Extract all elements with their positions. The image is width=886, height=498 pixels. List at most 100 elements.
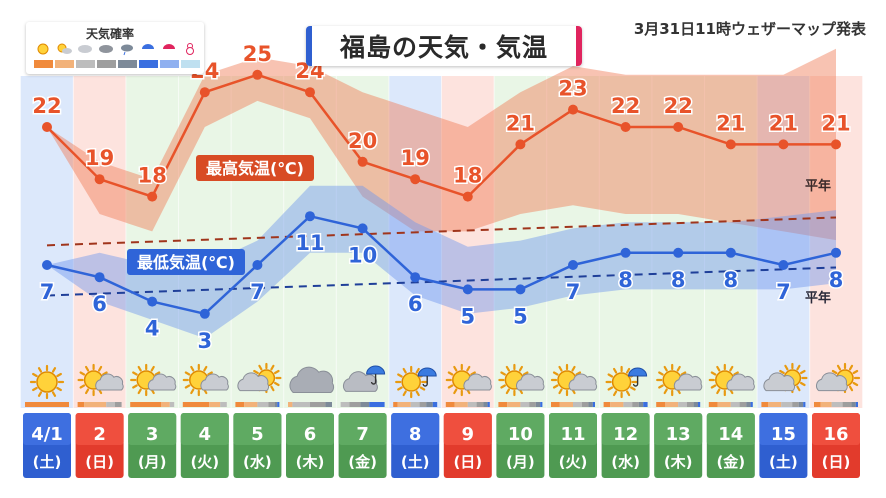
day-date-label: 13 — [666, 424, 691, 445]
day-date-label: 3 — [146, 424, 159, 445]
legend-umbrella-icon — [163, 44, 175, 49]
high-temp-value-label: 21 — [506, 111, 535, 135]
sun-ray — [612, 390, 618, 397]
cloud-shape — [568, 373, 598, 391]
sun-ray — [500, 384, 506, 389]
sun-disc — [401, 372, 421, 392]
day-date-label: 15 — [771, 424, 796, 445]
legend-color-swatch — [76, 60, 95, 68]
high-temp-point — [42, 122, 52, 132]
weather-prob-segment — [855, 402, 858, 407]
low-temp-point — [42, 260, 52, 270]
sun-ray — [630, 386, 636, 391]
day-date-label: 16 — [823, 424, 848, 445]
day-weekday-label: (木) — [296, 453, 325, 471]
cloud-shape — [342, 371, 378, 392]
sun-ray — [663, 365, 668, 372]
high-normal-line — [46, 216, 837, 247]
day-weekday-label: (土) — [33, 453, 62, 471]
low-temp-value-label: 6 — [408, 292, 423, 316]
weather-prob-segment — [292, 402, 310, 407]
sun-ray — [716, 388, 721, 395]
weather-prob-segment — [130, 402, 161, 407]
day-column-bg — [441, 76, 495, 408]
day-column-bg — [336, 76, 389, 408]
weather-prob-segment — [831, 402, 843, 407]
weather-prob-segment — [750, 402, 753, 407]
sun-ray — [137, 388, 142, 395]
legend-color-swatch — [181, 60, 200, 68]
sun-ray — [848, 385, 854, 392]
high-temp-point — [252, 69, 263, 80]
weather-prob-segment — [244, 402, 258, 407]
sun-ray — [710, 371, 717, 376]
low-temp-legend-label: 最低気温(℃) — [137, 253, 235, 272]
weather-prob-segment — [507, 402, 521, 407]
umbrella-canopy — [417, 367, 437, 377]
day-date-label: 4 — [199, 424, 212, 445]
low-temp-value-label: 11 — [295, 231, 324, 255]
umbrella-handle — [370, 374, 377, 385]
weather-prob-segment — [632, 402, 639, 407]
low-temp-legend-box — [127, 249, 245, 275]
weather-prob-segment — [182, 402, 210, 407]
high-temp-point — [725, 139, 736, 150]
legend-color-swatch — [160, 60, 179, 68]
low-temp-point — [252, 260, 263, 270]
weather-prob-segment — [573, 402, 582, 407]
day-weekday-label: (日) — [822, 453, 851, 471]
chart-title: 福島の天気・気温 — [339, 33, 548, 62]
sun-ray — [625, 390, 631, 397]
sun-ray — [836, 364, 842, 371]
cloud-shape — [200, 373, 229, 391]
sun-ray — [397, 386, 403, 391]
high-temp-value-label: 19 — [401, 146, 430, 170]
sun-ray — [419, 386, 426, 391]
cloud-shape — [78, 45, 92, 53]
low-temp-value-label: 8 — [829, 268, 844, 292]
weather-prob-segment — [708, 402, 718, 407]
weather-prob-segment — [84, 402, 107, 407]
weather-prob-segment — [761, 402, 768, 407]
day-date-label: 6 — [304, 424, 317, 445]
weather-prob-segment — [665, 402, 679, 407]
sun-ray — [37, 367, 43, 373]
day-cell-top — [706, 413, 755, 445]
sun-ray — [848, 364, 854, 371]
day-cell-top — [601, 413, 650, 445]
day-cell-top — [286, 413, 334, 445]
low-temp-value-label: 5 — [513, 304, 528, 328]
legend-title: 天気確率 — [86, 27, 135, 41]
weather-prob-segment — [340, 402, 350, 407]
weather-prob-segment — [730, 402, 740, 407]
legend-cloud-icon — [78, 45, 92, 53]
sun-ray — [203, 365, 208, 372]
low-temp-value-label: 8 — [671, 268, 686, 292]
high-temp-value-label: 22 — [32, 94, 61, 118]
high-temp-line — [46, 73, 836, 199]
low-temp-value-label: 7 — [250, 280, 265, 304]
sun-ray — [658, 384, 664, 389]
high-temp-point — [305, 87, 315, 98]
day-column-bg — [178, 76, 232, 408]
sun-ray — [273, 369, 280, 375]
day-cell-top — [549, 413, 597, 445]
sun-cloud-icon — [550, 363, 598, 397]
weather-prob-segment — [520, 402, 530, 407]
sun-ray — [558, 388, 563, 395]
sun-ray — [607, 386, 614, 391]
issued-timestamp: 3月31日11時ウェザーマップ発表 — [633, 20, 866, 38]
weather-probability-legend: 天気確率 — [26, 22, 204, 74]
legend-cloud-icon — [99, 45, 113, 53]
sun-ray — [402, 367, 407, 374]
rain-drop — [123, 51, 126, 56]
weather-prob-segment — [559, 402, 573, 407]
weather-prob-segment — [349, 402, 361, 407]
weather-prob-segment — [693, 402, 698, 407]
sun-cloud-icon — [656, 363, 703, 397]
weather-prob-segment — [77, 402, 85, 407]
high-temp-point — [778, 139, 789, 150]
low-temp-value-label: 3 — [197, 329, 212, 353]
sun-ray — [500, 371, 506, 376]
day-cell-top — [338, 413, 387, 445]
